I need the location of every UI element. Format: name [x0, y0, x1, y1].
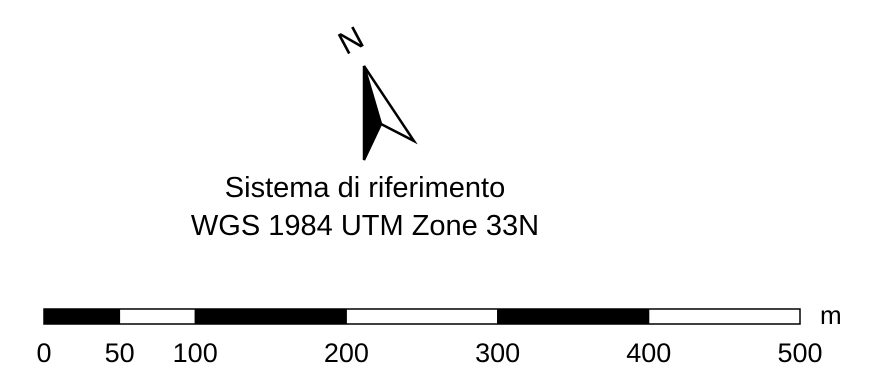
scale-tick-label: 0 [36, 338, 51, 368]
scale-bar: 0 50 100 200 300 400 500 m [36, 300, 842, 368]
scale-tick-label: 50 [105, 338, 135, 368]
scale-tick-label: 400 [626, 338, 671, 368]
scale-segment-1 [119, 308, 196, 325]
scale-segment-0 [43, 308, 121, 325]
reference-system-name: WGS 1984 UTM Zone 33N [190, 210, 540, 242]
north-label: N [332, 20, 369, 62]
scale-unit-label: m [820, 300, 842, 330]
scale-segment-4 [497, 308, 650, 325]
scale-segment-5 [648, 308, 801, 325]
scale-tick-label: 100 [173, 338, 218, 368]
scale-segment-3 [345, 308, 499, 325]
reference-system-title: Sistema di riferimento [224, 172, 506, 204]
scale-tick-label: 200 [324, 338, 369, 368]
scale-bar-outline [43, 308, 801, 325]
scale-tick-label: 500 [777, 338, 822, 368]
north-arrow-light-half [362, 65, 418, 145]
scale-tick-label: 300 [475, 338, 520, 368]
scale-segment-2 [194, 308, 347, 325]
north-arrow-icon: N [332, 20, 418, 161]
